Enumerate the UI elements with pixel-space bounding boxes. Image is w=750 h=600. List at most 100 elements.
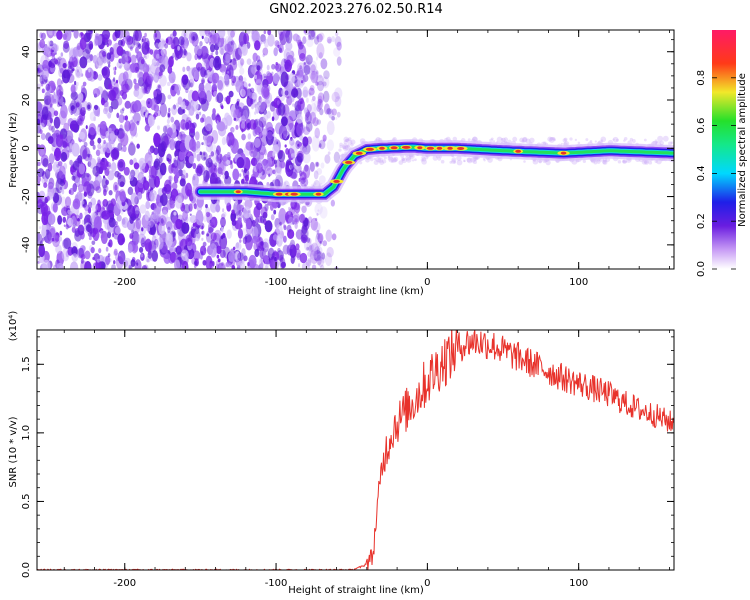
y-tick-label: 1.0 bbox=[21, 425, 32, 441]
noise-point bbox=[43, 95, 52, 106]
noise-point bbox=[216, 76, 225, 92]
noise-point bbox=[311, 68, 319, 83]
noise-point bbox=[264, 264, 269, 269]
noise-point bbox=[236, 98, 240, 103]
noise-point bbox=[401, 157, 407, 164]
noise-point bbox=[78, 131, 86, 140]
noise-point bbox=[282, 235, 287, 243]
noise-point bbox=[152, 244, 158, 251]
noise-point bbox=[201, 77, 205, 85]
noise-point bbox=[235, 210, 243, 221]
noise-point bbox=[208, 158, 212, 163]
noise-point bbox=[144, 124, 151, 132]
noise-point bbox=[228, 90, 234, 98]
noise-point bbox=[195, 210, 204, 226]
noise-point bbox=[234, 199, 239, 206]
noise-point bbox=[109, 47, 114, 55]
noise-point bbox=[310, 64, 316, 73]
noise-point bbox=[235, 102, 240, 110]
noise-point bbox=[93, 216, 102, 231]
noise-point bbox=[129, 215, 134, 224]
noise-point bbox=[95, 34, 103, 46]
noise-point bbox=[123, 61, 131, 71]
noise-point bbox=[91, 240, 96, 246]
noise-point bbox=[51, 125, 55, 133]
noise-point bbox=[507, 139, 512, 144]
noise-point bbox=[318, 139, 326, 150]
noise-point bbox=[318, 175, 326, 184]
noise-point bbox=[139, 100, 148, 112]
colorbar-gradient bbox=[712, 30, 736, 269]
noise-point bbox=[224, 80, 230, 88]
signal-hotspot bbox=[390, 146, 398, 150]
noise-point bbox=[128, 266, 132, 269]
noise-point bbox=[272, 234, 278, 241]
noise-point bbox=[267, 33, 275, 47]
noise-point bbox=[248, 92, 254, 99]
snr-x-label: Height of straight line (km) bbox=[288, 585, 424, 596]
noise-point bbox=[451, 157, 457, 163]
noise-point bbox=[211, 83, 218, 91]
noise-point bbox=[39, 122, 45, 130]
noise-point bbox=[212, 108, 216, 115]
noise-point bbox=[71, 175, 76, 181]
noise-point bbox=[72, 160, 80, 171]
noise-point bbox=[170, 43, 175, 49]
noise-point bbox=[47, 40, 51, 46]
noise-point bbox=[110, 98, 119, 110]
noise-point bbox=[456, 155, 462, 161]
noise-point bbox=[277, 150, 286, 163]
noise-point bbox=[254, 104, 260, 114]
noise-point bbox=[246, 41, 251, 49]
noise-point bbox=[108, 89, 117, 101]
noise-point bbox=[134, 259, 142, 269]
noise-point bbox=[215, 50, 219, 56]
noise-point bbox=[523, 160, 526, 163]
noise-point bbox=[209, 41, 212, 46]
noise-point bbox=[111, 228, 114, 233]
noise-point bbox=[62, 101, 66, 108]
noise-point bbox=[231, 80, 235, 86]
noise-point bbox=[467, 138, 471, 142]
noise-point bbox=[317, 95, 323, 105]
noise-point bbox=[140, 253, 144, 258]
noise-point bbox=[241, 30, 245, 34]
noise-point bbox=[314, 182, 317, 186]
noise-point bbox=[114, 30, 121, 39]
noise-point bbox=[239, 88, 246, 97]
noise-point bbox=[120, 132, 129, 147]
noise-point bbox=[264, 220, 273, 233]
noise-point bbox=[241, 115, 246, 124]
noise-point bbox=[231, 42, 237, 53]
noise-point bbox=[135, 66, 139, 72]
noise-point bbox=[193, 260, 198, 266]
noise-point bbox=[226, 229, 232, 239]
noise-point bbox=[297, 263, 301, 268]
noise-point bbox=[157, 85, 161, 89]
noise-point bbox=[292, 103, 295, 107]
noise-point bbox=[135, 87, 144, 100]
noise-point bbox=[78, 118, 83, 125]
noise-point bbox=[71, 246, 78, 256]
snr-frame bbox=[36, 329, 675, 571]
noise-point bbox=[108, 217, 116, 228]
noise-point bbox=[129, 63, 137, 73]
noise-point bbox=[302, 86, 309, 98]
noise-point bbox=[128, 264, 132, 269]
noise-point bbox=[294, 73, 298, 79]
noise-point bbox=[250, 64, 257, 74]
noise-point bbox=[268, 173, 271, 178]
noise-point bbox=[463, 159, 466, 163]
noise-point bbox=[322, 81, 327, 87]
noise-point bbox=[61, 69, 71, 84]
noise-point bbox=[240, 121, 246, 129]
noise-point bbox=[223, 211, 227, 217]
noise-point bbox=[334, 96, 342, 107]
noise-point bbox=[96, 156, 101, 164]
noise-point bbox=[119, 191, 127, 203]
noise-point bbox=[60, 104, 68, 119]
noise-point bbox=[343, 145, 349, 152]
noise-point bbox=[291, 88, 299, 98]
noise-point bbox=[331, 233, 337, 241]
